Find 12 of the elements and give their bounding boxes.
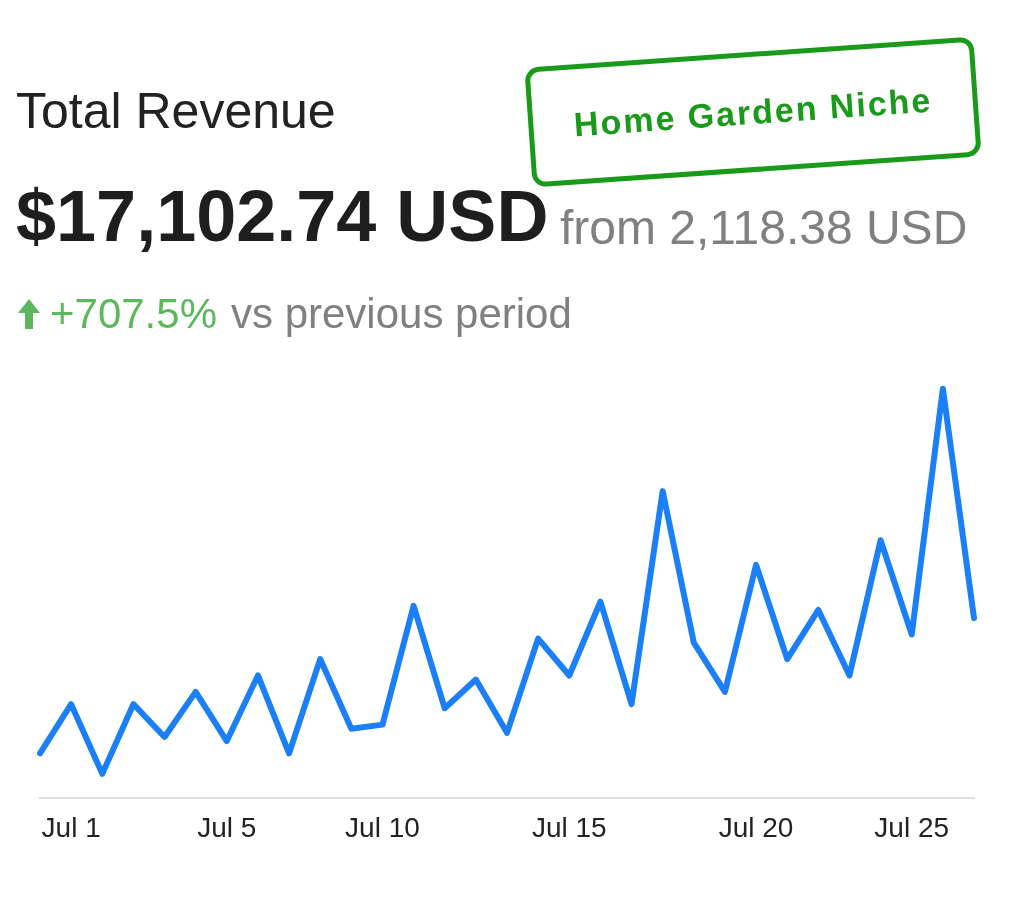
text: +707.5%: [50, 290, 217, 338]
chart-title: Total Revenue: [16, 82, 336, 140]
text: from 2,118.38 USD: [560, 200, 968, 255]
x-tick-label: Jul 5: [197, 811, 257, 843]
chart-subtitle: $17,102.74 USD: [16, 175, 549, 257]
x-tick-label: Jul 10: [345, 811, 420, 843]
text: Home Garden Niche: [572, 80, 934, 143]
text: vs previous period: [230, 290, 572, 338]
x-tick-label: Jul 15: [531, 811, 607, 843]
x-tick-label: Jul 20: [718, 811, 794, 843]
x-tick-label: Jul 25: [874, 811, 950, 843]
x-tick-label: Jul 1: [41, 811, 101, 843]
